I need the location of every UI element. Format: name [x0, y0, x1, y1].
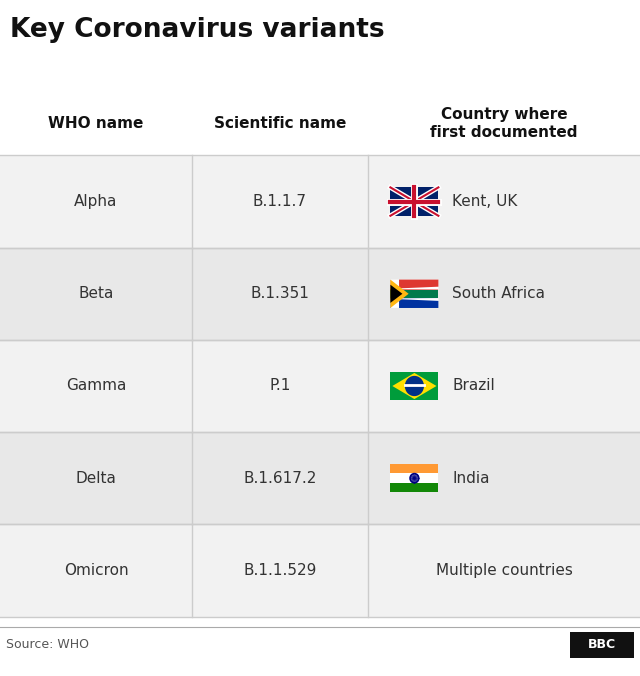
Bar	[390, 483, 438, 492]
Bar	[0, 247, 640, 340]
Text: Kent, UK: Kent, UK	[452, 194, 518, 209]
Text: P.1: P.1	[269, 379, 291, 393]
Text: Scientific name: Scientific name	[214, 116, 346, 131]
Bar	[0, 525, 640, 617]
Text: Country where
first documented: Country where first documented	[430, 107, 578, 139]
Bar	[390, 464, 438, 473]
Polygon shape	[399, 280, 438, 289]
Bar	[570, 632, 634, 658]
Text: WHO name: WHO name	[48, 116, 144, 131]
Text: B.1.617.2: B.1.617.2	[243, 470, 317, 485]
Bar	[0, 91, 640, 155]
Polygon shape	[392, 373, 436, 399]
Text: B.1.1.7: B.1.1.7	[253, 194, 307, 209]
Circle shape	[404, 376, 424, 396]
Text: Omicron: Omicron	[64, 563, 128, 578]
Text: B.1.351: B.1.351	[251, 287, 309, 301]
Polygon shape	[390, 280, 438, 289]
Text: Multiple countries: Multiple countries	[436, 563, 572, 578]
Polygon shape	[399, 299, 438, 308]
Bar	[390, 473, 438, 483]
Text: Alpha: Alpha	[74, 194, 118, 209]
Text: Key Coronavirus variants: Key Coronavirus variants	[10, 17, 384, 43]
Text: B.1.1.529: B.1.1.529	[243, 563, 317, 578]
Bar	[390, 280, 438, 308]
Text: Delta: Delta	[76, 470, 116, 485]
Text: India: India	[452, 470, 490, 485]
Bar	[390, 280, 438, 294]
Polygon shape	[390, 289, 438, 298]
Bar	[390, 294, 438, 308]
Bar	[0, 432, 640, 525]
Text: Brazil: Brazil	[452, 379, 495, 393]
Bar	[390, 187, 438, 216]
Bar	[0, 155, 640, 247]
Text: Gamma: Gamma	[66, 379, 126, 393]
Polygon shape	[390, 280, 409, 308]
Polygon shape	[390, 285, 403, 303]
Bar	[390, 372, 438, 400]
Polygon shape	[390, 298, 438, 308]
Text: BBC: BBC	[588, 638, 616, 652]
Text: South Africa: South Africa	[452, 287, 545, 301]
Bar	[0, 340, 640, 432]
Text: Beta: Beta	[78, 287, 114, 301]
Text: Source: WHO: Source: WHO	[6, 638, 90, 652]
